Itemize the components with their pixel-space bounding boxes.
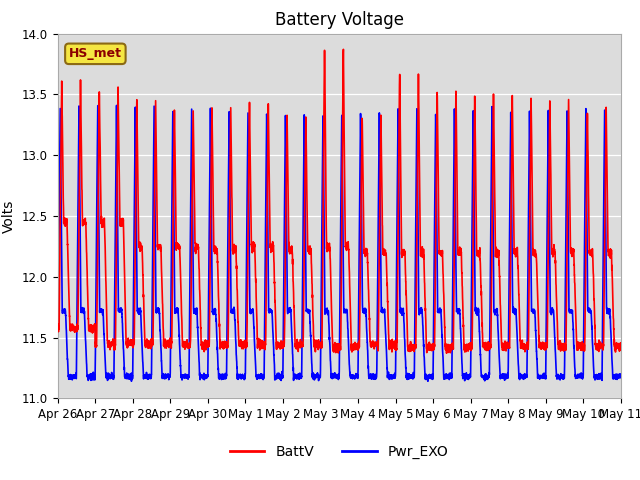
Title: Battery Voltage: Battery Voltage xyxy=(275,11,404,29)
BattV xyxy=(565,130,573,135)
BattV xyxy=(269,244,277,250)
Pwr_EXO xyxy=(269,341,277,347)
Pwr_EXO xyxy=(113,103,120,108)
Pwr_EXO xyxy=(563,181,570,187)
Pwr_EXO xyxy=(424,378,432,384)
BattV xyxy=(340,47,348,52)
Pwr_EXO xyxy=(406,375,414,381)
Line: BattV: BattV xyxy=(58,49,621,353)
Pwr_EXO xyxy=(588,308,595,314)
BattV xyxy=(588,251,595,256)
BattV xyxy=(563,310,570,316)
BattV xyxy=(443,350,451,356)
Pwr_EXO xyxy=(617,373,625,379)
BattV xyxy=(617,345,625,351)
Pwr_EXO xyxy=(565,306,573,312)
Pwr_EXO xyxy=(54,372,61,378)
BattV xyxy=(54,321,61,327)
BattV xyxy=(121,292,129,298)
Legend: BattV, Pwr_EXO: BattV, Pwr_EXO xyxy=(224,439,454,465)
BattV xyxy=(406,342,414,348)
Y-axis label: Volts: Volts xyxy=(2,199,16,233)
Line: Pwr_EXO: Pwr_EXO xyxy=(58,106,621,381)
Pwr_EXO xyxy=(121,375,129,381)
Text: HS_met: HS_met xyxy=(69,48,122,60)
